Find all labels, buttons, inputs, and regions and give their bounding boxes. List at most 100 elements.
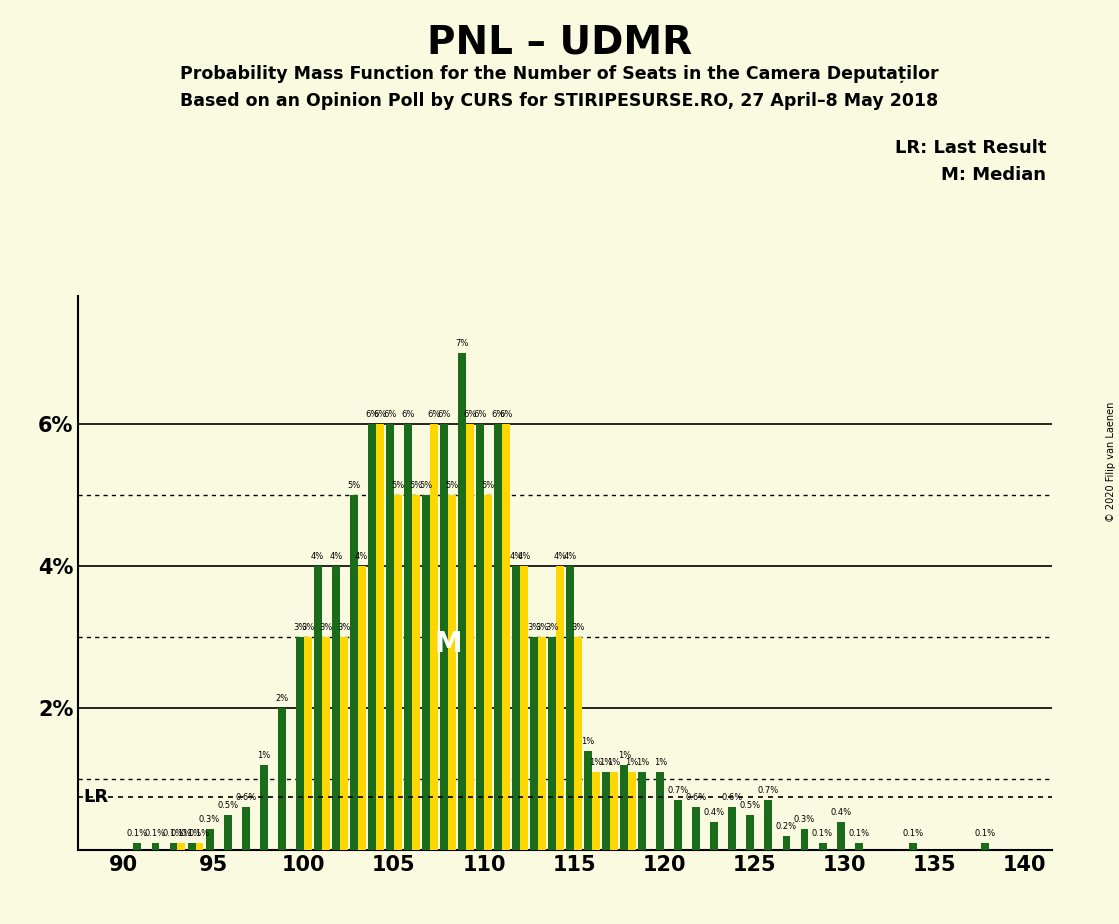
Bar — [448, 494, 455, 850]
Text: 4%: 4% — [517, 552, 530, 561]
Text: PNL – UDMR: PNL – UDMR — [427, 23, 692, 61]
Text: Based on an Opinion Poll by CURS for STIRIPESURSE.RO, 27 April–8 May 2018: Based on an Opinion Poll by CURS for STI… — [180, 92, 939, 110]
Text: 4%: 4% — [554, 552, 566, 561]
Text: 0.7%: 0.7% — [758, 786, 779, 796]
Bar — [206, 829, 214, 850]
Bar — [295, 637, 303, 850]
Text: 6%: 6% — [373, 409, 386, 419]
Bar — [800, 829, 808, 850]
Text: 0.7%: 0.7% — [668, 786, 689, 796]
Bar — [819, 843, 827, 850]
Text: 0.4%: 0.4% — [704, 808, 725, 817]
Bar — [638, 772, 646, 850]
Text: 1%: 1% — [626, 758, 639, 767]
Bar — [782, 836, 790, 850]
Text: 4%: 4% — [509, 552, 523, 561]
Text: 0.3%: 0.3% — [793, 815, 815, 824]
Text: 5%: 5% — [410, 480, 423, 490]
Bar — [321, 637, 330, 850]
Text: 3%: 3% — [319, 623, 332, 632]
Text: 6%: 6% — [365, 409, 378, 419]
Bar — [981, 843, 989, 850]
Text: 7%: 7% — [455, 338, 469, 347]
Bar — [376, 423, 384, 850]
Text: 0.1%: 0.1% — [848, 829, 869, 838]
Text: 5%: 5% — [392, 480, 404, 490]
Text: 0.1%: 0.1% — [171, 829, 192, 838]
Bar — [340, 637, 348, 850]
Bar — [430, 423, 438, 850]
Text: 0.1%: 0.1% — [145, 829, 166, 838]
Text: 1%: 1% — [590, 758, 603, 767]
Bar — [412, 494, 420, 850]
Bar — [178, 843, 186, 850]
Text: 6%: 6% — [463, 409, 477, 419]
Bar — [513, 565, 520, 850]
Bar — [495, 423, 502, 850]
Bar — [574, 637, 582, 850]
Bar — [350, 494, 358, 850]
Text: 0.1%: 0.1% — [163, 829, 185, 838]
Bar — [610, 772, 618, 850]
Text: 3%: 3% — [301, 623, 314, 632]
Text: © 2020 Filip van Laenen: © 2020 Filip van Laenen — [1107, 402, 1116, 522]
Bar — [188, 843, 196, 850]
Text: 0.5%: 0.5% — [217, 800, 238, 809]
Text: 6%: 6% — [438, 409, 451, 419]
Text: 3%: 3% — [545, 623, 558, 632]
Bar — [728, 808, 736, 850]
Text: 1%: 1% — [618, 751, 631, 760]
Text: 3%: 3% — [293, 623, 307, 632]
Bar — [711, 821, 718, 850]
Text: 0.1%: 0.1% — [902, 829, 923, 838]
Text: 0.1%: 0.1% — [975, 829, 996, 838]
Text: M: M — [434, 630, 462, 658]
Text: 0.5%: 0.5% — [740, 800, 761, 809]
Text: 0.3%: 0.3% — [199, 815, 220, 824]
Bar — [458, 353, 466, 850]
Bar — [303, 637, 311, 850]
Bar — [530, 637, 538, 850]
Text: 3%: 3% — [527, 623, 540, 632]
Text: 3%: 3% — [535, 623, 548, 632]
Bar — [837, 821, 845, 850]
Bar — [764, 800, 772, 850]
Text: LR: Last Result: LR: Last Result — [895, 139, 1046, 156]
Text: 0.6%: 0.6% — [235, 794, 256, 802]
Bar — [260, 765, 267, 850]
Text: 4%: 4% — [311, 552, 325, 561]
Bar — [855, 843, 863, 850]
Bar — [404, 423, 412, 850]
Bar — [440, 423, 448, 850]
Text: 6%: 6% — [499, 409, 513, 419]
Bar — [278, 708, 285, 850]
Bar — [476, 423, 483, 850]
Text: 1%: 1% — [636, 758, 649, 767]
Bar — [196, 843, 204, 850]
Text: 5%: 5% — [420, 480, 433, 490]
Text: Probability Mass Function for the Number of Seats in the Camera Deputaților: Probability Mass Function for the Number… — [180, 65, 939, 82]
Text: 6%: 6% — [402, 409, 414, 419]
Bar — [332, 565, 340, 850]
Bar — [693, 808, 700, 850]
Bar — [909, 843, 916, 850]
Bar — [170, 843, 178, 850]
Text: 2%: 2% — [275, 694, 289, 703]
Text: 1%: 1% — [608, 758, 621, 767]
Text: 6%: 6% — [427, 409, 441, 419]
Bar — [358, 565, 366, 850]
Bar — [556, 565, 564, 850]
Bar — [520, 565, 528, 850]
Text: 6%: 6% — [473, 409, 487, 419]
Text: 1%: 1% — [653, 758, 667, 767]
Text: 5%: 5% — [481, 480, 495, 490]
Text: 5%: 5% — [445, 480, 459, 490]
Text: 1%: 1% — [582, 736, 595, 746]
Bar — [675, 800, 683, 850]
Text: 1%: 1% — [257, 751, 271, 760]
Bar — [394, 494, 402, 850]
Bar — [502, 423, 510, 850]
Bar — [592, 772, 600, 850]
Bar — [746, 815, 754, 850]
Text: 4%: 4% — [564, 552, 576, 561]
